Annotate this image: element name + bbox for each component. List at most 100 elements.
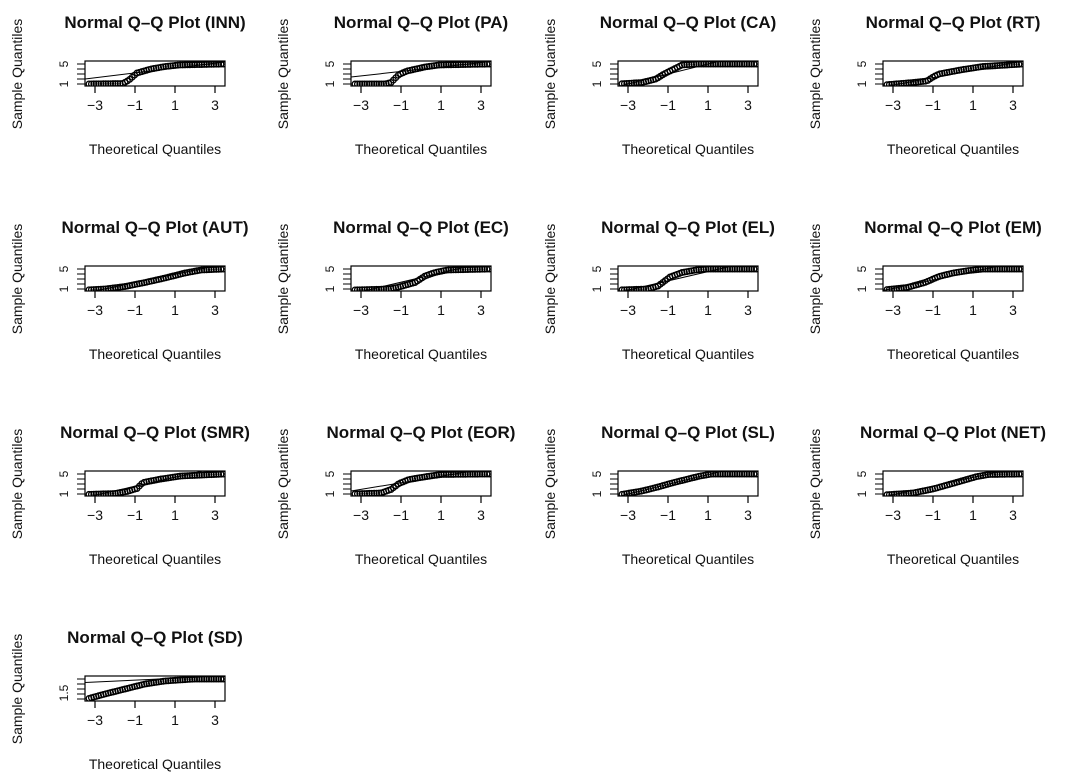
x-tick-label: 1: [969, 97, 977, 113]
panel-title: Normal Q–Q Plot (EOR): [327, 423, 516, 442]
y-tick-label: 5: [590, 265, 604, 272]
data-layer: [351, 61, 492, 87]
y-axis-label: Sample Quantiles: [275, 224, 291, 335]
y-axis-label: Sample Quantiles: [9, 634, 25, 745]
y-axis-label: Sample Quantiles: [807, 19, 823, 130]
x-tick-label: −1: [127, 507, 143, 523]
data-layer: [85, 676, 226, 701]
x-tick-label: 1: [437, 507, 445, 523]
x-tick-label: 1: [704, 507, 712, 523]
x-tick-label: −1: [127, 302, 143, 318]
panel-title: Normal Q–Q Plot (EL): [601, 218, 775, 237]
x-tick-label: −1: [660, 507, 676, 523]
y-axis-label: Sample Quantiles: [807, 429, 823, 540]
x-tick-label: 3: [211, 302, 219, 318]
x-tick-label: 3: [211, 97, 219, 113]
y-tick-label: 5: [855, 60, 869, 67]
y-axis-label: Sample Quantiles: [275, 429, 291, 540]
y-tick-label: 1: [57, 80, 71, 87]
y-tick-label: 1: [855, 285, 869, 292]
panel-title: Normal Q–Q Plot (INN): [64, 13, 245, 32]
y-tick-label: 5: [855, 470, 869, 477]
y-axis-label: Sample Quantiles: [542, 429, 558, 540]
x-tick-label: −3: [885, 97, 901, 113]
x-tick-label: 1: [171, 302, 179, 318]
x-axis-label: Theoretical Quantiles: [89, 346, 221, 362]
x-tick-label: 3: [744, 302, 752, 318]
panel-title: Normal Q–Q Plot (SMR): [60, 423, 250, 442]
x-tick-label: 1: [969, 302, 977, 318]
x-tick-label: −3: [353, 507, 369, 523]
qq-panel: Normal Q–Q Plot (PA)−3 −1 1 315Theoretical …: [275, 13, 508, 157]
y-tick-label: 1: [855, 490, 869, 497]
panel-title: Normal Q–Q Plot (PA): [334, 13, 508, 32]
data-layer: [85, 264, 226, 293]
data-layer: [618, 260, 759, 293]
x-tick-label: −3: [353, 302, 369, 318]
x-tick-label: −3: [353, 97, 369, 113]
qq-panel: Normal Q–Q Plot (EC)−3 −1 1 315Theoretical …: [275, 218, 509, 362]
x-axis-label: Theoretical Quantiles: [622, 346, 754, 362]
x-axis-label: Theoretical Quantiles: [89, 756, 221, 772]
panel-title: Normal Q–Q Plot (RT): [866, 13, 1041, 32]
x-tick-label: 1: [437, 97, 445, 113]
qq-panel: Normal Q–Q Plot (NET)−3 −1 1 315Theoretical…: [807, 423, 1046, 567]
y-tick-label: 1: [590, 80, 604, 87]
y-tick-label: 1: [323, 80, 337, 87]
x-tick-label: −1: [925, 97, 941, 113]
qq-panel: Normal Q–Q Plot (RT)−3 −1 1 315Theoretical …: [807, 13, 1040, 157]
panel-title: Normal Q–Q Plot (EM): [864, 218, 1042, 237]
y-tick-label: 1: [590, 285, 604, 292]
y-tick-label: 5: [57, 265, 71, 272]
x-tick-label: 3: [744, 97, 752, 113]
x-tick-label: −1: [660, 302, 676, 318]
x-tick-label: 1: [437, 302, 445, 318]
y-axis-label: Sample Quantiles: [807, 224, 823, 335]
x-tick-label: 1: [171, 712, 179, 728]
x-tick-label: 1: [969, 507, 977, 523]
qq-panel: Normal Q–Q Plot (SD)−3 −1 1 31.5Theoretical…: [9, 628, 243, 772]
qq-panel: Normal Q–Q Plot (SL)−3 −1 1 315Theoretical …: [542, 423, 775, 567]
y-axis-label: Sample Quantiles: [9, 19, 25, 130]
x-tick-label: 3: [744, 507, 752, 523]
panel-title: Normal Q–Q Plot (EC): [333, 218, 509, 237]
x-tick-label: −1: [393, 97, 409, 113]
x-axis-label: Theoretical Quantiles: [355, 346, 487, 362]
x-axis-label: Theoretical Quantiles: [887, 141, 1019, 157]
x-tick-label: 3: [477, 507, 485, 523]
x-tick-label: 1: [704, 302, 712, 318]
x-axis-label: Theoretical Quantiles: [887, 551, 1019, 567]
qq-panel: Normal Q–Q Plot (EM)−3 −1 1 315Theoretical …: [807, 218, 1042, 362]
x-axis-label: Theoretical Quantiles: [355, 551, 487, 567]
x-tick-label: 3: [211, 712, 219, 728]
x-tick-label: −3: [87, 507, 103, 523]
x-axis-label: Theoretical Quantiles: [89, 141, 221, 157]
qq-panel: Normal Q–Q Plot (SMR)−3 −1 1 315Theoretical…: [9, 423, 250, 567]
data-layer: [85, 61, 226, 87]
x-tick-label: −1: [660, 97, 676, 113]
x-axis-label: Theoretical Quantiles: [622, 551, 754, 567]
y-tick-label: 1: [590, 490, 604, 497]
x-tick-label: −3: [620, 507, 636, 523]
x-tick-label: 1: [171, 97, 179, 113]
y-axis-label: Sample Quantiles: [542, 224, 558, 335]
data-layer: [618, 52, 759, 87]
x-tick-label: −1: [127, 97, 143, 113]
x-tick-label: −1: [393, 507, 409, 523]
qq-panel: Normal Q–Q Plot (AUT)−3 −1 1 315Theoretical…: [9, 218, 249, 362]
x-tick-label: −3: [620, 97, 636, 113]
x-tick-label: 3: [211, 507, 219, 523]
y-tick-label: 5: [323, 265, 337, 272]
y-tick-label: 5: [323, 60, 337, 67]
x-tick-label: −3: [620, 302, 636, 318]
y-tick-label: 1: [323, 490, 337, 497]
x-axis-label: Theoretical Quantiles: [622, 141, 754, 157]
x-tick-label: −3: [87, 712, 103, 728]
y-tick-label: 5: [590, 60, 604, 67]
y-axis-label: Sample Quantiles: [9, 224, 25, 335]
y-tick-label: 1.5: [57, 684, 71, 701]
y-axis-label: Sample Quantiles: [275, 19, 291, 130]
x-tick-label: 3: [477, 302, 485, 318]
qq-panel: Normal Q–Q Plot (EOR)−3 −1 1 315Theoretical…: [275, 423, 515, 567]
y-tick-label: 1: [57, 490, 71, 497]
